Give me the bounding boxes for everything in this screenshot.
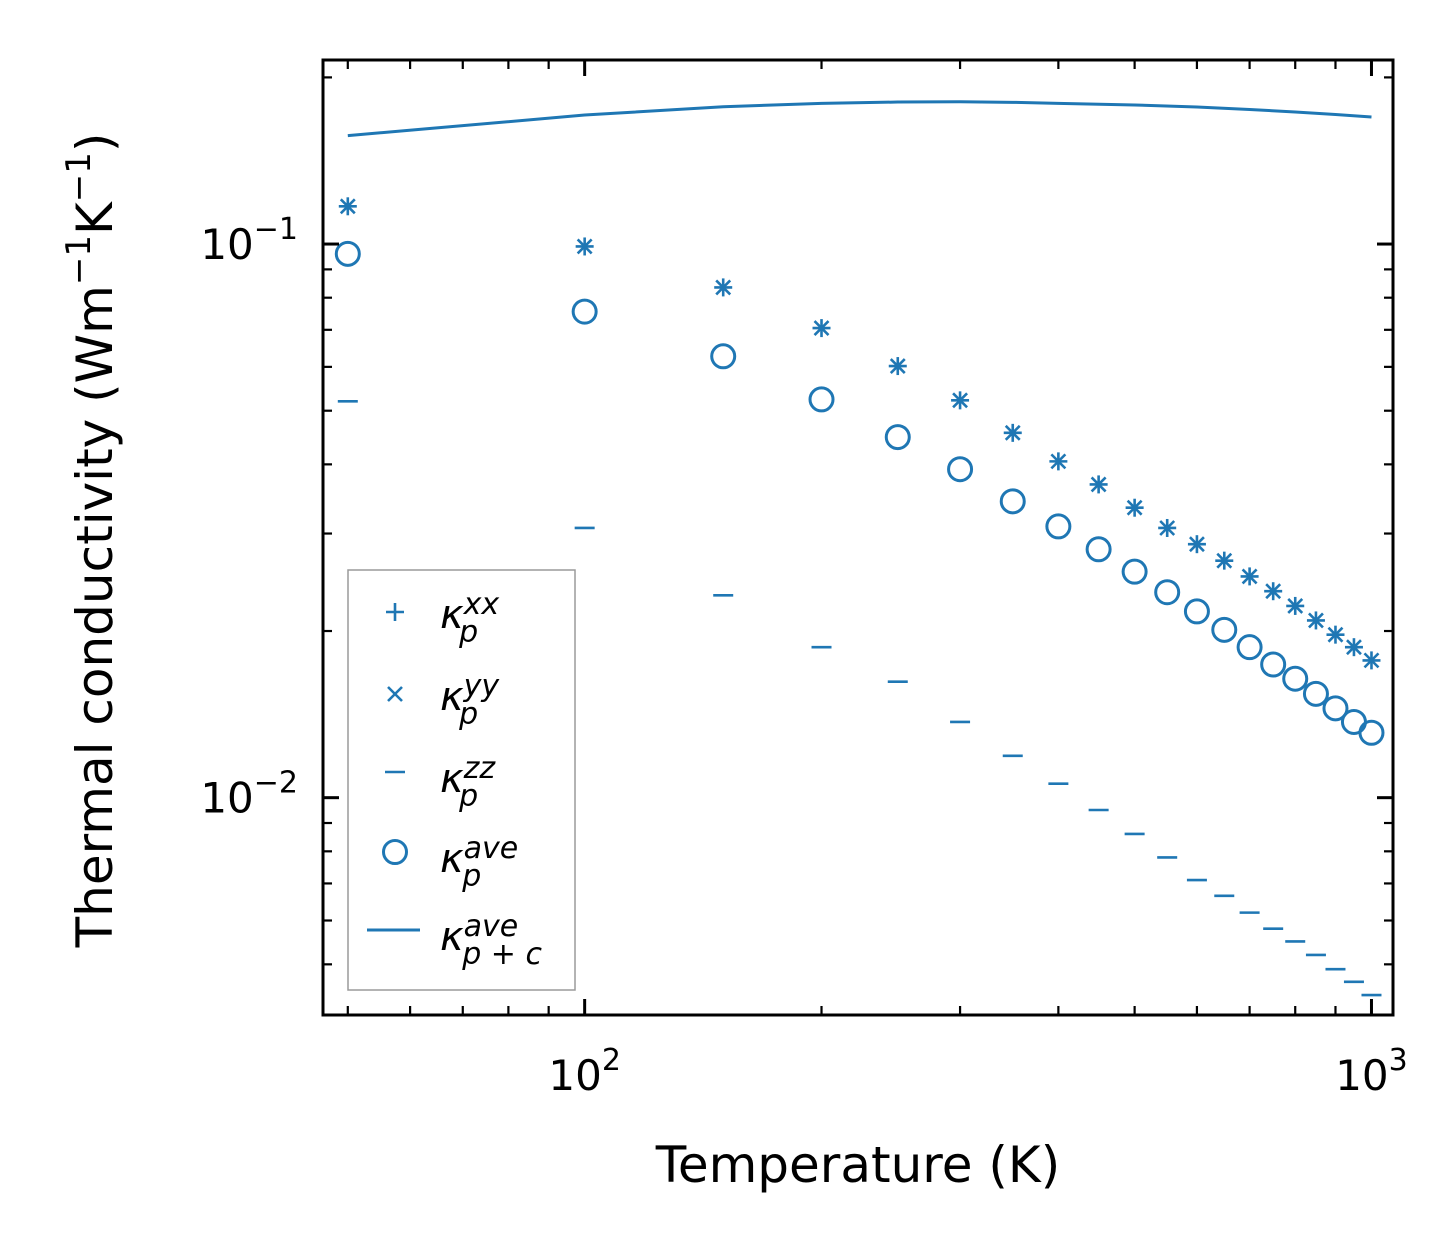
legend-marker-kxx	[386, 603, 404, 621]
data-point-kave	[1236, 634, 1263, 661]
legend-markers	[367, 603, 420, 932]
x-tick-label: 102	[548, 1043, 621, 1100]
legend-marker-kave	[382, 839, 408, 865]
data-point-kyy	[1241, 568, 1258, 585]
data-point-kave	[999, 488, 1026, 515]
data-point-kyy	[1287, 598, 1304, 614]
y-tick-label: 10−1	[200, 212, 298, 269]
data-point-kave	[1211, 616, 1238, 643]
data-point-kyy	[1363, 652, 1380, 669]
data-point-kyy	[576, 238, 593, 255]
data-point-kyy	[1050, 453, 1067, 470]
legend-box	[347, 569, 576, 991]
data-point-kave	[1085, 536, 1112, 563]
legend-label-kzz: κzz p	[440, 751, 496, 814]
data-point-kave	[1340, 708, 1367, 735]
data-point-kyy	[1004, 424, 1021, 441]
legend-label-kpc: κave p + c	[440, 909, 542, 972]
data-point-kave	[1183, 598, 1210, 625]
data-point-kave	[571, 298, 598, 325]
legend: κxx p κyy p κzz p κave p κave p + c	[347, 569, 576, 991]
data-point-kyy	[1308, 612, 1324, 629]
data-point-kave	[710, 343, 737, 370]
data-point-kyy	[1159, 520, 1176, 536]
data-point-kyy	[1346, 639, 1362, 656]
data-point-kyy	[1265, 583, 1282, 600]
data-point-kave	[1045, 513, 1072, 540]
data-point-kyy	[1216, 552, 1233, 569]
plot-frame	[321, 58, 1395, 1017]
data-point-kave	[1322, 695, 1349, 722]
data-point-kave	[947, 456, 974, 483]
legend-label-kave: κave p	[440, 831, 518, 894]
data-point-kave	[1121, 558, 1148, 585]
data-point-kyy	[1126, 499, 1143, 516]
plot-area	[334, 100, 1385, 997]
legend-label-kyy: κyy p	[440, 669, 500, 732]
data-point-kyy	[715, 279, 732, 296]
series-line-kpc	[347, 100, 1372, 138]
data-point-kave	[334, 240, 361, 267]
legend-label-kxx: κxx p	[440, 587, 499, 650]
x-axis-label: Temperature (K)	[655, 1136, 1060, 1194]
data-point-kyy	[1189, 536, 1205, 553]
data-point-kave	[1282, 665, 1309, 692]
data-point-kyy	[1090, 476, 1107, 493]
data-point-kave	[1260, 651, 1287, 678]
data-point-kave	[1154, 579, 1181, 606]
data-point-kyy	[339, 198, 356, 215]
data-point-kyy	[952, 392, 968, 409]
x-tick-label: 103	[1335, 1043, 1408, 1100]
data-point-kave	[1358, 719, 1385, 746]
data-point-kyy	[1327, 626, 1344, 643]
data-point-kave	[808, 386, 835, 413]
data-point-kyy	[813, 320, 830, 337]
data-point-kave	[1302, 680, 1329, 707]
legend-marker-kyy	[387, 686, 403, 702]
data-point-kyy	[889, 358, 906, 374]
y-tick-label: 10−2	[200, 766, 298, 823]
data-point-kave	[884, 424, 911, 451]
y-axis-label: Thermal conductivity (Wm−1K−1)	[59, 133, 124, 949]
